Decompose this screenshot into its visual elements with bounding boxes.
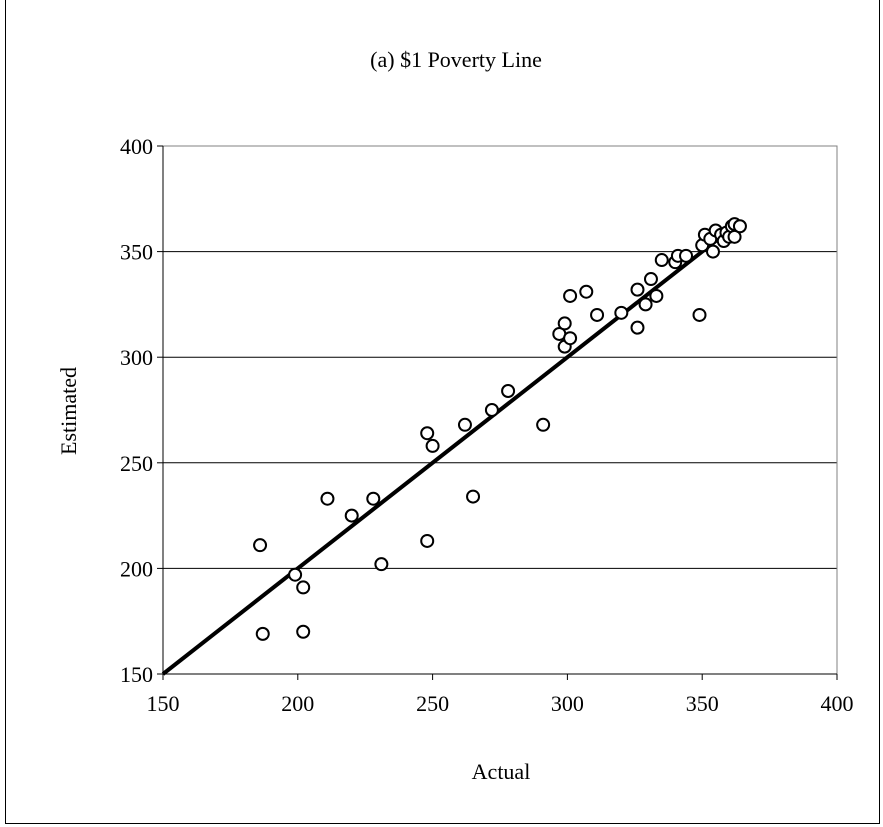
data-point (557, 316, 572, 331)
x-tick-label: 250 (416, 691, 449, 716)
data-point (425, 438, 440, 453)
data-point (638, 297, 653, 312)
data-point (344, 508, 359, 523)
y-tick-label: 300 (120, 345, 153, 370)
x-tick-label: 300 (551, 691, 584, 716)
data-points (253, 217, 747, 641)
x-tick-label: 200 (281, 691, 314, 716)
y-tick-label: 200 (120, 556, 153, 581)
data-point (253, 538, 268, 553)
data-point (563, 331, 578, 346)
data-point (679, 248, 694, 263)
data-point (288, 567, 303, 582)
data-point (692, 307, 707, 322)
data-point (705, 244, 720, 259)
data-point (484, 403, 499, 417)
data-point (579, 284, 594, 299)
data-point (732, 219, 747, 234)
data-point (374, 557, 389, 572)
y-tick-label: 400 (120, 134, 153, 159)
data-point (296, 580, 311, 595)
data-point (563, 288, 578, 303)
data-point (366, 491, 381, 506)
y-axis-label: Estimated (56, 367, 81, 455)
data-point (614, 305, 629, 320)
data-point (466, 489, 481, 504)
x-tick-label: 350 (686, 691, 719, 716)
data-point (501, 383, 516, 398)
chart-frame: (a) $1 Poverty Line 150 200 250 300 350 400 15… (5, 0, 880, 824)
scatter-chart: (a) $1 Poverty Line 15020025030035040015… (56, 47, 854, 784)
y-tick-label: 350 (120, 240, 153, 265)
y-tick-label: 250 (120, 451, 153, 476)
data-point (536, 417, 551, 432)
data-point (649, 288, 664, 303)
fit-line (161, 224, 736, 676)
data-point (320, 491, 335, 506)
grid-lines (163, 145, 837, 569)
data-point (296, 624, 311, 639)
data-point (420, 533, 435, 548)
x-tick-label: 400 (821, 691, 854, 716)
data-point (255, 626, 270, 641)
y-tick-label: 150 (120, 662, 153, 687)
data-point (420, 426, 435, 441)
data-point (654, 253, 669, 268)
x-tick-label: 150 (147, 691, 180, 716)
data-point (590, 307, 605, 322)
data-point (457, 417, 472, 432)
data-point (643, 272, 658, 287)
data-point (630, 282, 645, 297)
data-point (630, 320, 645, 335)
chart-title: (a) $1 Poverty Line (370, 47, 542, 72)
x-axis-label: Actual (472, 759, 531, 784)
axes (162, 146, 837, 675)
tick-labels: 150 200 250 300 350 400 150 200 250 300 350 400 (120, 134, 854, 716)
